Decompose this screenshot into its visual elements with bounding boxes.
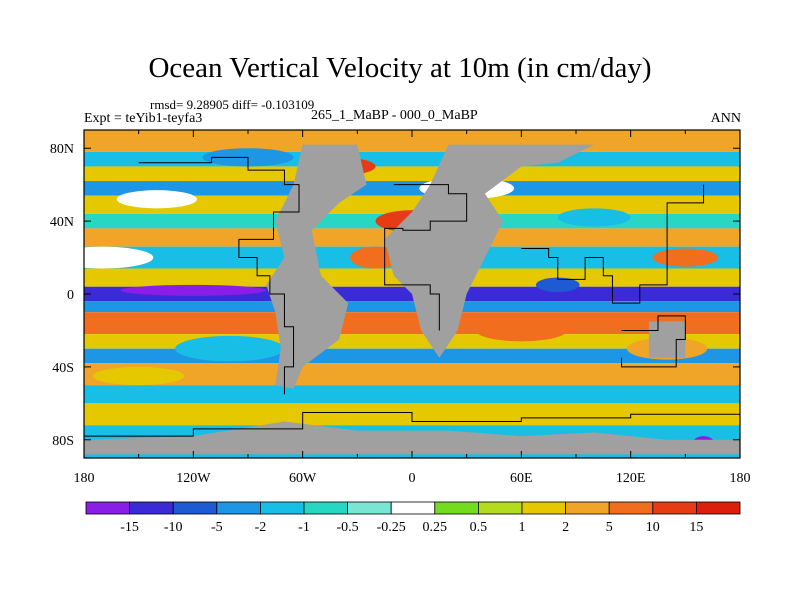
- colorbar-label: 0.25: [423, 520, 448, 535]
- season-label: ANN: [710, 111, 741, 126]
- colorbar-swatch: [390, 501, 436, 515]
- colorbar-swatch: [347, 501, 392, 515]
- x-tick-label: 60W: [289, 471, 317, 486]
- land-shape: [266, 144, 367, 389]
- colorbar-swatch: [129, 501, 174, 515]
- field-blob: [175, 335, 285, 362]
- field-blob: [84, 246, 154, 269]
- coastline: [84, 411, 740, 437]
- x-tick-label: 120E: [616, 471, 646, 486]
- colorbar-swatch: [172, 501, 218, 515]
- x-tick-label: 120W: [176, 471, 211, 486]
- field-band: [84, 151, 740, 167]
- colorbar-swatch: [608, 501, 654, 515]
- period-label: 265_1_MaBP - 000_0_MaBP: [311, 108, 478, 123]
- chart-title: Ocean Vertical Velocity at 10m (in cm/da…: [148, 52, 652, 84]
- field-blob: [120, 284, 267, 296]
- field-blob: [652, 248, 719, 267]
- x-tick-label: 0: [409, 471, 416, 486]
- field-band: [84, 301, 740, 313]
- colorbar-label: -0.5: [337, 520, 359, 535]
- field-blob: [116, 190, 197, 209]
- colorbar-label: -1: [298, 520, 310, 535]
- colorbar-swatch: [216, 501, 261, 515]
- coastline: [521, 184, 705, 304]
- experiment-label: Expt = teYib1-teyfa3: [84, 111, 203, 126]
- colorbar-swatch: [477, 501, 523, 515]
- field-band: [84, 312, 740, 335]
- y-tick-label: 80N: [50, 142, 74, 157]
- field-band: [84, 363, 740, 386]
- field-blob: [535, 277, 580, 293]
- coastlines: [84, 156, 740, 437]
- colorbar-swatch: [434, 501, 479, 515]
- coastline: [384, 184, 468, 331]
- field-band: [84, 195, 740, 214]
- colorbar: -15 -10 -5 -2 -1 -0.5 -0.25 0.25 0.5 1 2 5 10 15: [85, 501, 741, 535]
- colorbar-swatch: [696, 501, 741, 515]
- land-mask: [84, 144, 740, 455]
- colorbar-swatch: [259, 501, 305, 515]
- y-tick-label: 80S: [52, 434, 74, 449]
- colorbar-swatch: [521, 501, 566, 515]
- colorbar-label: 2: [562, 520, 569, 535]
- colorbar-label: 0.5: [470, 520, 488, 535]
- colorbar-label: -15: [120, 520, 139, 535]
- axis-ticks: 180 120W 60W 0 60E 120E 180 80N 40N 0 40S 80S: [50, 130, 751, 486]
- x-tick-label: 180: [730, 471, 751, 486]
- field-blob: [93, 366, 185, 386]
- colorbar-label: -5: [211, 520, 223, 535]
- velocity-field: [84, 130, 740, 458]
- colorbar-label: -0.25: [377, 520, 406, 535]
- colorbar-swatch: [303, 501, 348, 515]
- land-shape: [384, 144, 595, 358]
- colorbar-swatch: [652, 501, 697, 515]
- land-shape: [84, 421, 740, 455]
- field-band: [84, 385, 740, 404]
- y-tick-label: 40S: [52, 361, 74, 376]
- x-tick-label: 180: [74, 471, 95, 486]
- colorbar-swatch: [565, 501, 610, 515]
- colorbar-label: 5: [606, 520, 613, 535]
- colorbar-label: 15: [689, 520, 703, 535]
- stats-label: rmsd= 9.28905 diff= -0.103109: [150, 97, 315, 112]
- y-tick-label: 0: [67, 288, 74, 303]
- y-tick-label: 40N: [50, 215, 74, 230]
- colorbar-label: 10: [646, 520, 660, 535]
- colorbar-label: 1: [519, 520, 526, 535]
- field-band: [84, 166, 740, 182]
- field-band: [84, 181, 740, 196]
- field-blob: [557, 208, 631, 227]
- x-tick-label: 60E: [510, 471, 533, 486]
- colorbar-label: -10: [164, 520, 183, 535]
- colorbar-label: -2: [255, 520, 267, 535]
- coastline: [621, 315, 686, 368]
- field-blob: [475, 319, 567, 342]
- colorbar-swatch: [85, 501, 130, 515]
- coastline: [138, 156, 300, 395]
